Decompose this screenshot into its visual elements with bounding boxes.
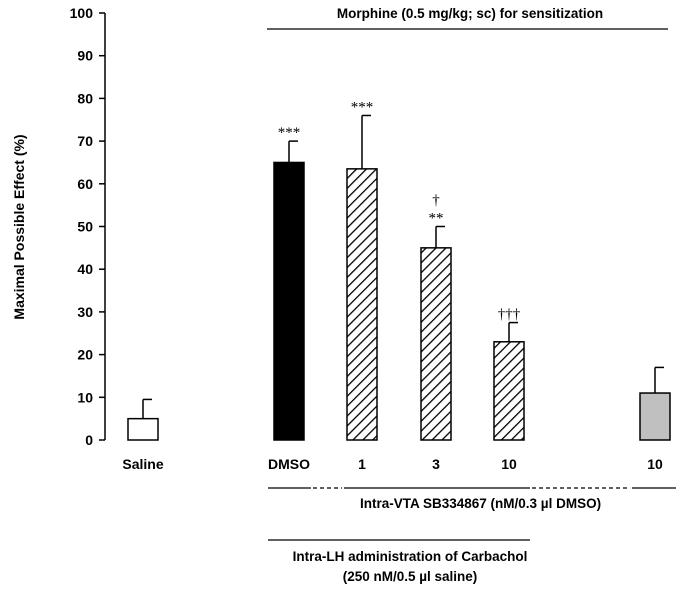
y-tick-label: 100 bbox=[70, 5, 94, 21]
category-labels: Saline DMSO *** 1 *** 3 ** † 10 ††† 10 bbox=[122, 99, 663, 472]
significance-label: *** bbox=[351, 99, 374, 115]
y-tick-label: 80 bbox=[77, 90, 93, 106]
intra-lh-annotation-line2: (250 nM/0.5 µl saline) bbox=[342, 569, 478, 584]
significance-label: *** bbox=[278, 125, 301, 141]
y-tick-label: 40 bbox=[77, 261, 93, 277]
category-label: DMSO bbox=[268, 456, 310, 472]
category-label: 10 bbox=[501, 456, 517, 472]
y-tick-label: 0 bbox=[85, 432, 93, 448]
y-tick-label: 50 bbox=[77, 219, 93, 235]
bar bbox=[273, 161, 305, 441]
y-tick-label: 60 bbox=[77, 176, 93, 192]
y-axis-title: Maximal Possible Effect (%) bbox=[11, 134, 27, 319]
bar bbox=[346, 168, 378, 441]
annotation-lines bbox=[267, 28, 676, 541]
significance-label: ††† bbox=[498, 307, 521, 323]
y-tick-label: 10 bbox=[77, 389, 93, 405]
bar bbox=[127, 417, 159, 441]
intra-vta-annotation: Intra-VTA SB334867 (nM/0.3 µl DMSO) bbox=[360, 496, 602, 511]
category-label: 3 bbox=[432, 456, 440, 472]
bar bbox=[493, 341, 525, 441]
y-tick-label: 30 bbox=[77, 304, 93, 320]
intra-lh-annotation-line1: Intra-LH administration of Carbachol bbox=[292, 549, 528, 564]
category-label: Saline bbox=[122, 456, 163, 472]
category-label: 10 bbox=[647, 456, 663, 472]
y-tick-label: 70 bbox=[77, 133, 93, 149]
significance-dagger: † bbox=[432, 193, 440, 209]
significance-label: ** bbox=[429, 211, 444, 227]
y-tick-label: 20 bbox=[77, 347, 93, 363]
bars bbox=[127, 114, 671, 441]
morphine-annotation: Morphine (0.5 mg/kg; sc) for sensitizati… bbox=[336, 6, 604, 21]
bar bbox=[420, 247, 452, 441]
y-tick-label: 90 bbox=[77, 48, 93, 64]
category-label: 1 bbox=[358, 456, 366, 472]
y-axis: 0 10 20 30 40 50 60 70 80 90 100 bbox=[70, 5, 106, 448]
bar bbox=[639, 392, 671, 441]
